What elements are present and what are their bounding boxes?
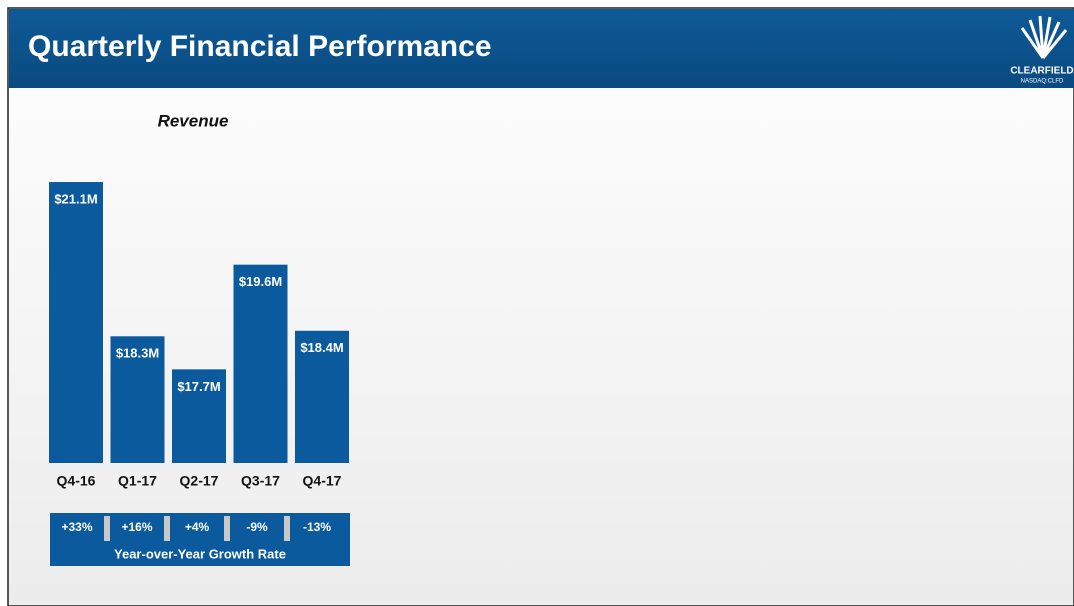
bar-value-label: $17.7M <box>177 379 220 394</box>
growth-separator <box>104 516 110 541</box>
x-tick-label: Q1-17 <box>118 473 157 489</box>
header-band <box>9 9 1074 88</box>
growth-label: +33% <box>61 520 92 534</box>
slide-background <box>7 7 1074 606</box>
logo <box>1020 15 1068 59</box>
x-tick-label: Q4-16 <box>57 473 96 489</box>
slide-title: Quarterly Financial Performance <box>28 30 492 63</box>
bar-value-label: $18.3M <box>116 346 159 361</box>
growth-title: Year-over-Year Growth Rate <box>114 546 286 561</box>
logo-name: CLEARFIELD <box>1010 66 1073 77</box>
bar-value-label: $19.6M <box>239 274 282 289</box>
growth-cell <box>170 513 224 541</box>
growth-cell <box>50 513 104 541</box>
growth-cell <box>290 513 344 541</box>
x-tick-label: Q4-17 <box>303 473 342 489</box>
bar-value-label: $18.4M <box>300 340 343 355</box>
growth-separator <box>224 516 230 541</box>
bar <box>295 330 349 463</box>
chart-title: Revenue <box>158 111 229 130</box>
growth-label: +16% <box>121 520 152 534</box>
bar <box>49 182 103 463</box>
growth-cell <box>110 513 164 541</box>
x-tick-label: Q3-17 <box>241 473 280 489</box>
growth-cell <box>230 513 284 541</box>
growth-label: -13% <box>303 520 331 534</box>
growth-label: -9% <box>246 520 268 534</box>
growth-label: +4% <box>185 520 210 534</box>
growth-separator <box>284 516 290 541</box>
x-tick-label: Q2-17 <box>180 473 219 489</box>
bar <box>110 336 165 463</box>
logo-ticker: NASDAQ:CLFD <box>1021 79 1064 85</box>
bar <box>233 264 288 463</box>
bar <box>172 369 226 463</box>
bar-value-label: $21.1M <box>54 191 97 206</box>
growth-separator <box>164 516 170 541</box>
